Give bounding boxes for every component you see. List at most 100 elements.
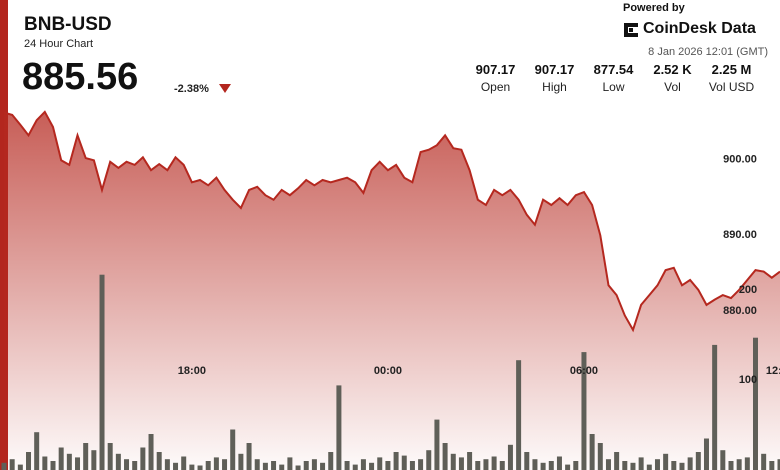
brand: CoinDesk Data — [643, 20, 756, 37]
x-tick-label: 18:00 — [178, 365, 206, 377]
title: BNB-USD — [24, 14, 112, 35]
volume-bar — [336, 385, 342, 470]
volume-bar — [426, 450, 432, 470]
volume-bar — [548, 461, 554, 470]
volume-bar — [581, 352, 587, 470]
volume-bar — [777, 459, 780, 470]
volume-bar — [663, 453, 669, 470]
volume-bar — [385, 461, 391, 470]
volume-bar — [744, 457, 750, 470]
x-tick-label: 06:00 — [570, 365, 598, 377]
volume-bar — [107, 443, 113, 470]
volume-bar — [279, 464, 285, 470]
volume-bar — [638, 457, 644, 470]
volume-bar — [50, 461, 56, 470]
volume-bar — [148, 434, 154, 470]
volume-bar — [58, 447, 64, 470]
volume-bar — [311, 459, 317, 470]
volume-bar — [450, 453, 456, 470]
volume-bar — [712, 344, 718, 470]
volume-bar — [703, 438, 709, 470]
volume-bar — [605, 459, 611, 470]
volume-bar — [9, 459, 15, 470]
price: 885.56 — [22, 56, 139, 98]
volume-bar — [83, 443, 89, 470]
y-tick-label: 890.00 — [723, 229, 757, 241]
volume-bar — [532, 459, 538, 470]
volume-bar — [238, 453, 244, 470]
stat-value: 2.25 M — [711, 62, 752, 77]
volume-bar — [507, 444, 513, 470]
volume-bar — [409, 461, 415, 470]
volume-bar — [140, 447, 146, 470]
x-tick-label: 12:00 — [766, 365, 780, 377]
volume-bar — [124, 459, 130, 470]
volume-bar — [34, 432, 40, 470]
volume-bar — [99, 274, 105, 470]
volume-bar — [654, 459, 660, 470]
y2-tick-label: 200 — [739, 284, 757, 296]
volume-bar — [181, 456, 187, 470]
stat-value: 2.52 K — [653, 62, 692, 77]
volume-bar — [369, 462, 375, 470]
volume-bar — [156, 452, 162, 470]
volume-bar — [646, 464, 652, 470]
volume-bar — [434, 419, 440, 470]
volume-bar — [197, 465, 203, 470]
volume-bar — [328, 452, 334, 470]
volume-bar — [467, 452, 473, 470]
volume-bar — [164, 459, 170, 470]
volume-bar — [222, 459, 228, 470]
volume-bar — [271, 461, 277, 470]
y-tick-label: 880.00 — [723, 305, 757, 317]
volume-bar — [295, 465, 301, 470]
powered-by: Powered by — [623, 2, 685, 14]
stat-label: Low — [602, 80, 625, 94]
volume-bar — [565, 464, 571, 470]
volume-bar — [393, 452, 399, 470]
volume-bar — [320, 462, 326, 470]
volume-bar — [499, 461, 505, 470]
volume-bar — [516, 360, 522, 470]
volume-bar — [524, 452, 530, 470]
volume-bar — [442, 443, 448, 470]
volume-bar — [687, 457, 693, 470]
volume-bar — [42, 456, 48, 470]
volume-bar — [1, 462, 7, 470]
stat: 907.17 Open — [466, 62, 525, 94]
volume-bar — [475, 461, 481, 470]
volume-bar — [622, 461, 628, 470]
volume-bar — [614, 452, 620, 470]
stat-label: Vol USD — [708, 80, 755, 94]
volume-bar — [26, 452, 32, 470]
down-arrow — [219, 84, 231, 93]
volume-bar — [189, 464, 195, 470]
volume-bar — [736, 459, 742, 470]
volume-bar — [401, 455, 407, 470]
volume-bar — [66, 453, 72, 470]
stat-label: High — [542, 80, 567, 94]
volume-bar — [671, 461, 677, 470]
volume-bar — [556, 456, 562, 470]
volume-bar — [769, 461, 775, 470]
volume-bar — [597, 443, 603, 470]
volume-bar — [720, 450, 726, 470]
stat: 907.17 High — [525, 62, 584, 94]
volume-bar — [344, 461, 350, 470]
volume-bar — [205, 461, 211, 470]
volume-bar — [630, 462, 636, 470]
volume-bar — [303, 461, 309, 470]
volume-bar — [695, 452, 701, 470]
volume-bar — [115, 453, 121, 470]
stat-label: Vol — [664, 80, 681, 94]
volume-bar — [483, 459, 489, 470]
stat-value: 907.17 — [534, 62, 575, 77]
volume-bar — [752, 337, 758, 470]
volume-bar — [573, 461, 579, 470]
volume-bar — [761, 453, 767, 470]
volume-bar — [132, 461, 138, 470]
volume-bar — [491, 456, 497, 470]
stat-value: 877.54 — [593, 62, 634, 77]
